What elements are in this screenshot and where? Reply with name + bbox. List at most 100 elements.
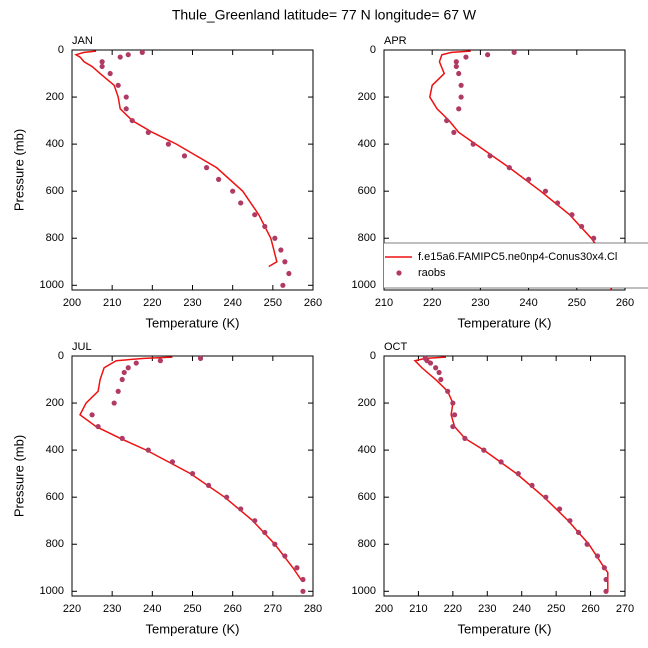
y-tick-label: 200 [358,397,376,409]
x-tick-label: 240 [513,603,531,615]
x-tick-label: 270 [264,603,282,615]
raob-point [252,212,258,218]
raob-point [462,435,468,441]
y-tick-label: 0 [370,44,376,56]
raob-point [99,59,105,65]
raob-point [123,106,129,112]
raob-point [115,82,121,88]
raob-point [450,400,456,406]
raob-point [601,565,607,571]
raob-point [481,447,487,453]
y-tick-label: 400 [46,444,64,456]
y-tick-label: 0 [58,44,64,56]
raob-point [487,153,493,159]
raob-point [189,471,196,477]
y-tick-label: 400 [358,444,376,456]
raob-point [205,482,212,489]
y-tick-label: 800 [358,232,376,244]
y-tick-label: 1000 [352,279,376,291]
raob-point [99,63,105,70]
x-tick-label: 260 [223,603,241,615]
raob-point [498,459,504,465]
raob-point [470,141,476,147]
x-tick-label: 230 [103,603,121,615]
plot-frame [71,49,314,291]
raob-point [294,565,300,571]
raob-point [181,153,188,159]
raob-point [463,54,469,60]
raob-point [278,247,284,253]
x-tick-label: 280 [304,603,322,615]
raob-point [230,188,236,194]
model-line [74,50,278,268]
y-tick-label: 800 [46,232,64,244]
raob-point [511,49,517,55]
legend-label: raobs [418,267,446,279]
x-axis-label: Temperature (K) [146,621,240,636]
y-axis-label: Pressure (mb) [11,435,26,517]
x-tick-label: 230 [478,603,496,615]
raob-point [569,212,575,218]
raob-point [165,141,171,147]
x-tick-label: 260 [304,297,322,309]
x-tick-label: 240 [223,297,241,309]
raob-point [458,94,464,100]
raob-point [453,63,459,70]
plot-frame [383,355,626,597]
raob-point [145,129,151,135]
raob-point [436,369,442,376]
raob-point [485,52,491,58]
x-tick-label: 220 [63,603,81,615]
model-line [79,356,302,580]
raob-point [203,165,210,171]
raob-point [451,129,457,135]
y-axis-label: Pressure (mb) [11,129,26,211]
y-tick-label: 800 [358,538,376,550]
raob-point [543,494,549,500]
figure-title: Thule_Greenland latitude= 77 N longitude… [172,7,477,23]
raob-point [125,52,131,58]
raob-point [125,365,131,371]
raob-point [575,529,582,536]
raob-point [438,376,444,383]
y-tick-label: 200 [46,91,64,103]
raob-point [584,541,590,547]
panel-title: JUL [72,341,92,353]
raob-point [282,553,288,559]
raob-point [119,376,125,383]
y-tick-label: 1000 [40,585,64,597]
x-axis-label: Temperature (K) [458,315,552,330]
panel-title: OCT [384,341,408,353]
raob-point [107,70,113,77]
legend-box [384,243,647,288]
raob-point [262,223,268,230]
raob-point [238,200,244,206]
raob-point [453,59,459,65]
x-tick-label: 200 [375,603,393,615]
raob-point [145,447,151,453]
y-tick-label: 1000 [40,279,64,291]
y-tick-label: 1000 [352,585,376,597]
y-tick-label: 600 [358,491,376,503]
raob-point [115,388,121,394]
legend-marker [396,270,402,276]
raob-point [157,358,163,364]
x-tick-label: 270 [616,603,634,615]
raob-point [89,412,95,418]
legend-label: f.e15a6.FAMIPC5.ne0np4-Conus30x4.Cl [418,251,617,263]
raob-point [445,388,451,394]
raob-point [444,117,450,124]
plot-frame [383,49,626,291]
x-tick-label: 250 [547,603,565,615]
x-tick-label: 260 [581,603,599,615]
raob-point [119,435,125,441]
raob-point [515,471,521,477]
raob-point [238,506,244,512]
y-tick-label: 800 [46,538,64,550]
y-tick-label: 600 [46,491,64,503]
raob-point [286,270,292,277]
raob-point [529,482,535,489]
y-tick-label: 200 [46,397,64,409]
x-tick-label: 240 [519,297,537,309]
